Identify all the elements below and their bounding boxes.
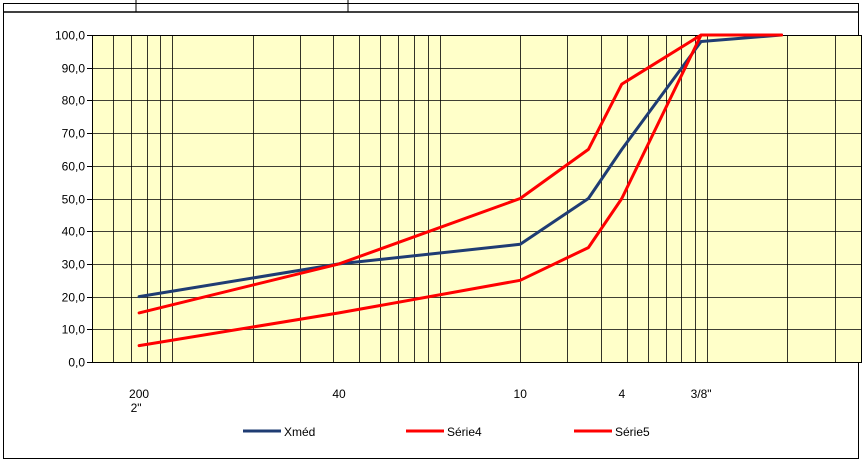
x-tick-label: 200: [129, 387, 149, 401]
y-tick-label: 100,0: [55, 29, 85, 43]
y-tick-label: 40,0: [62, 225, 86, 239]
x-tick-label: 40: [332, 387, 346, 401]
legend: Xméd Série4 Série5: [243, 425, 650, 439]
x-tick-label: 2": [131, 401, 142, 415]
y-tick-label: 60,0: [62, 160, 86, 174]
y-tick-label: 0,0: [68, 356, 85, 370]
y-tick-label: 50,0: [62, 193, 86, 207]
y-tick-label: 20,0: [62, 291, 86, 305]
y-tick-label: 70,0: [62, 127, 86, 141]
plot-area: [92, 35, 862, 362]
x-axis-ticks: 200 40 10 4 3/8" 2": [129, 387, 712, 415]
y-tick-label: 30,0: [62, 258, 86, 272]
y-tick-label: 90,0: [62, 62, 86, 76]
x-tick-label: 10: [514, 387, 528, 401]
y-tick-label: 80,0: [62, 94, 86, 108]
legend-label: Série5: [615, 425, 650, 439]
legend-label: Série4: [447, 425, 482, 439]
x-tick-label: 3/8": [691, 387, 712, 401]
y-tick-label: 10,0: [62, 323, 86, 337]
y-axis-ticks: 0,0 10,0 20,0 30,0 40,0 50,0 60,0 70,0 80,0 90,0 1…: [55, 29, 92, 370]
y-gridlines: [92, 35, 862, 330]
x-tick-label: 4: [618, 387, 625, 401]
legend-label: Xméd: [284, 425, 315, 439]
series-layer: [137, 33, 783, 348]
